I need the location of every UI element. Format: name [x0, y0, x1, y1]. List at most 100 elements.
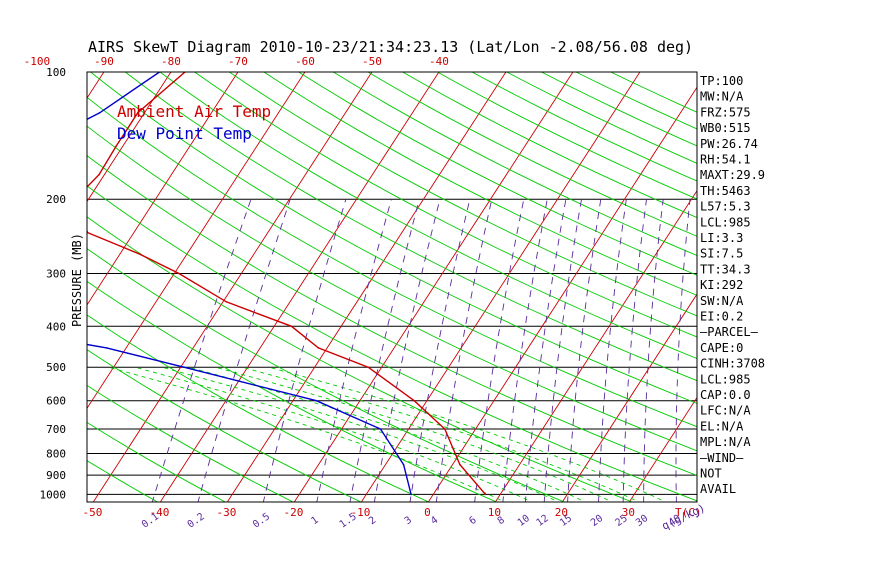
mixing-ratio-tick-label: 4: [429, 515, 440, 527]
index-item: AVAIL: [700, 482, 736, 496]
bottom-temp-tick-label: -50: [82, 506, 102, 519]
dew-point-temp-point: [403, 464, 405, 466]
mixing-ratio-tick-label: 30: [634, 513, 650, 529]
ambient-air-temp-point: [413, 400, 415, 402]
top-temp-tick-label: -70: [228, 55, 248, 68]
top-temp-tick-label: -60: [295, 55, 315, 68]
isotherm: [0, 63, 110, 504]
ambient-air-temp-point: [178, 273, 180, 275]
legend-dew-point-temp: Dew Point Temp: [117, 124, 252, 143]
mixing-ratio-tick-label: 0.5: [251, 511, 272, 530]
index-item: LI:3.3: [700, 231, 743, 245]
bottom-temp-tick-label: 10: [488, 506, 501, 519]
bottom-temp-tick-label: -30: [216, 506, 236, 519]
pressure-tick-label: 200: [46, 193, 66, 206]
index-item: CAP:0.0: [700, 388, 751, 402]
dew-point-temp-point: [316, 400, 318, 402]
mixing-ratio-tick-label: 1: [309, 515, 320, 527]
index-item: L57:5.3: [700, 200, 751, 214]
dry-adiabat: [182, 63, 870, 504]
index-item: NOT: [700, 467, 722, 481]
dry-adiabat: [284, 63, 870, 504]
mixing-ratio-tick-label: 10: [516, 513, 532, 529]
bottom-temp-tick-label: -40: [149, 506, 169, 519]
dry-adiabat: [352, 63, 870, 504]
pressure-tick-label: 900: [46, 469, 66, 482]
mixing-ratio-line: [374, 199, 440, 503]
dew-point-temp-point: [106, 347, 108, 349]
dew-point-temp-point: [34, 146, 36, 148]
ambient-air-temp-point: [74, 198, 76, 200]
mixing-ratio-tick-label: 0.2: [186, 511, 207, 530]
index-item: LFC:N/A: [700, 404, 751, 418]
dew-point-temp-point: [410, 494, 412, 496]
index-item: RH:54.1: [700, 153, 751, 167]
dry-adiabat: [489, 63, 870, 504]
bottom-temp-tick-label: -10: [350, 506, 370, 519]
isotherm: [293, 63, 579, 504]
pressure-tick-label: 1000: [40, 488, 67, 501]
mixing-ratio-line: [198, 199, 291, 503]
index-item: SW:N/A: [700, 294, 744, 308]
bottom-temp-tick-label: -20: [283, 506, 303, 519]
top-temp-tick-label: -50: [362, 55, 382, 68]
pressure-tick-label: 600: [46, 395, 66, 408]
index-item: EI:0.2: [700, 310, 743, 324]
index-item: WB0:515: [700, 121, 751, 135]
mixing-ratio-line: [350, 199, 420, 503]
mixing-ratio-line: [525, 199, 566, 503]
dew-point-temp-point: [99, 112, 101, 114]
index-item: MW:N/A: [700, 90, 744, 104]
pressure-tick-label: 700: [46, 423, 66, 436]
dry-adiabat: [216, 63, 870, 504]
bottom-temp-tick-label: 0: [424, 506, 431, 519]
pressure-tick-label: 400: [46, 320, 66, 333]
mixing-ratio-line: [544, 199, 581, 503]
dry-adiabat: [147, 63, 870, 504]
bottom-temp-tick-label: 30: [622, 506, 635, 519]
dry-adiabat: [318, 63, 870, 504]
index-item: TH:5463: [700, 184, 751, 198]
bottom-temp-tick-label: 20: [555, 506, 568, 519]
index-item: CINH:3708: [700, 357, 765, 371]
index-item: —PARCEL—: [700, 325, 759, 339]
index-item: LCL:985: [700, 372, 751, 386]
ambient-air-temp-point: [139, 253, 141, 255]
top-temp-tick-label: -80: [161, 55, 181, 68]
pressure-tick-label: 500: [46, 361, 66, 374]
mixing-ratio-tick-label: 6: [467, 515, 478, 527]
mixing-ratio-line: [152, 199, 251, 503]
index-item: MAXT:29.9: [700, 168, 765, 182]
mixing-ratio-line: [599, 199, 627, 503]
index-item: SI:7.5: [700, 247, 743, 261]
top-temp-tick-label: -90: [94, 55, 114, 68]
dry-adiabat: [387, 63, 870, 504]
index-item: EL:N/A: [700, 419, 744, 433]
dew-point-temp-point: [380, 428, 382, 430]
ambient-air-temp-point: [444, 428, 446, 430]
ambient-air-temp-point: [367, 366, 369, 368]
index-item: CAPE:0: [700, 341, 743, 355]
isotherm: [0, 63, 43, 504]
index-item: —WIND—: [700, 451, 744, 465]
ambient-air-temp-point: [318, 347, 320, 349]
mixing-ratio-tick-label: 12: [535, 513, 551, 529]
ambient-air-temp-point: [98, 174, 100, 176]
isotherm: [762, 63, 870, 504]
dry-adiabat: [0, 63, 704, 504]
ambient-air-temp-point: [226, 301, 228, 303]
index-item: LCL:985: [700, 215, 751, 229]
index-item: TP:100: [700, 74, 743, 88]
dew-point-temp-point: [183, 366, 185, 368]
ambient-air-temp-point: [291, 326, 293, 328]
y-axis-label: PRESSURE (MB): [70, 233, 84, 327]
ambient-air-temp-point: [115, 146, 117, 148]
index-item: KI:292: [700, 278, 743, 292]
pressure-tick-label: 800: [46, 448, 66, 461]
ambient-air-temp-point: [459, 464, 461, 466]
mixing-ratio-tick-label: 3: [403, 515, 414, 527]
chart-title: AIRS SkewT Diagram 2010-10-23/21:34:23.1…: [88, 38, 693, 56]
top-temp-tick-label: -40: [429, 55, 449, 68]
